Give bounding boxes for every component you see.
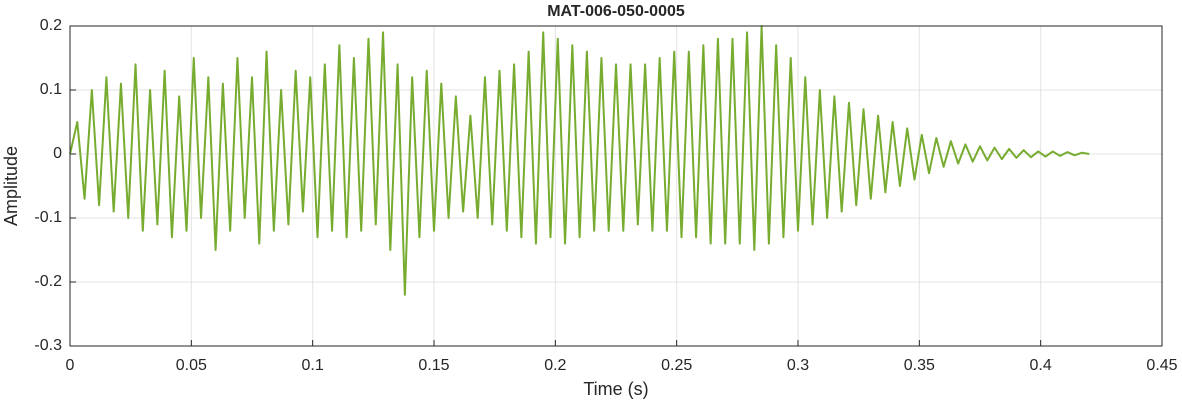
x-tick-label: 0.05	[176, 357, 207, 374]
y-tick-label: 0.1	[40, 81, 62, 98]
x-tick-label: 0.15	[418, 357, 449, 374]
x-tick-label: 0.35	[904, 357, 935, 374]
y-tick-label: -0.2	[34, 273, 62, 290]
y-tick-label: 0	[53, 145, 62, 162]
x-tick-label: 0.4	[1030, 357, 1052, 374]
x-tick-label: 0.3	[787, 357, 809, 374]
y-tick-label: 0.2	[40, 17, 62, 34]
data-line	[69, 25, 1090, 296]
x-axis-label: Time (s)	[583, 379, 648, 399]
x-tick-label: 0.25	[661, 357, 692, 374]
y-axis-label: Amplitude	[1, 146, 21, 226]
x-tick-label: 0	[66, 357, 75, 374]
y-tick-label: -0.1	[34, 209, 62, 226]
x-tick-label: 0.45	[1146, 357, 1177, 374]
y-tick-label: -0.3	[34, 337, 62, 354]
plot-border	[69, 25, 1163, 347]
x-tick-label: 0.2	[544, 357, 566, 374]
chart-title: MAT-006-050-0005	[547, 3, 685, 20]
x-tick-label: 0.1	[302, 357, 324, 374]
